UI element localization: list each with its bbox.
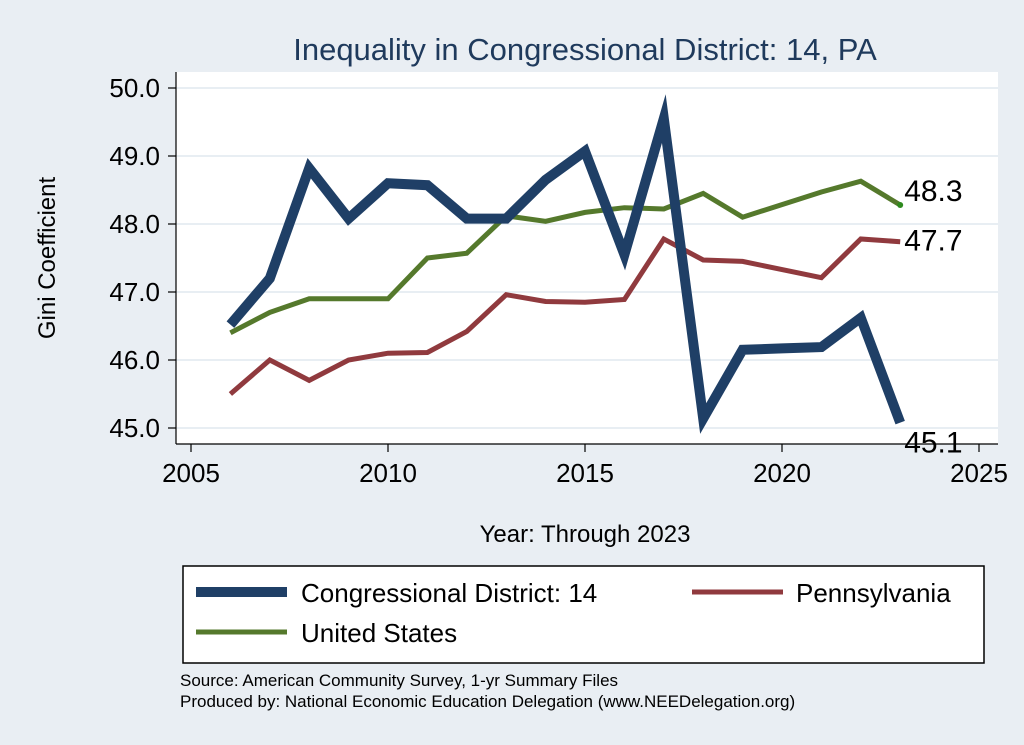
x-tick-label: 2025	[950, 458, 1008, 488]
end-value-label: 45.1	[904, 427, 962, 460]
plot-area	[176, 72, 998, 444]
legend-label: Congressional District: 14	[301, 578, 597, 608]
x-tick-label: 2015	[556, 458, 614, 488]
legend-box	[182, 565, 985, 664]
x-tick-label: 2005	[162, 458, 220, 488]
y-tick-label: 46.0	[109, 345, 160, 375]
axes: 45.0 46.0 47.0 48.0 49.0 50.0 2005 2010 2015 2020…	[109, 72, 1008, 488]
x-axis-label: Year: Through 2023	[480, 521, 691, 548]
end-value-label: 48.3	[904, 175, 962, 208]
series-line-2	[229, 178, 902, 336]
legend-items: Congressional District: 14 Pennsylvania Un…	[196, 578, 951, 648]
y-tick-label: 49.0	[109, 141, 160, 171]
series-line-1	[228, 235, 901, 396]
legend-label: United States	[301, 618, 457, 648]
y-tick-label: 48.0	[109, 209, 160, 239]
legend: Congressional District: 14 Pennsylvania Un…	[182, 565, 985, 664]
end-labels: 45.1 47.7 48.3	[904, 175, 962, 460]
y-tick-label: 45.0	[109, 413, 160, 443]
series-end-point	[897, 201, 904, 208]
y-tick-label: 50.0	[109, 73, 160, 103]
y-tick-label: 47.0	[109, 277, 160, 307]
source-line-1: Source: American Community Survey, 1-yr …	[180, 671, 618, 690]
source-line-2: Produced by: National Economic Education…	[180, 692, 795, 711]
x-tick-label: 2010	[359, 458, 417, 488]
chart-title: Inequality in Congressional District: 14…	[293, 32, 877, 67]
series-line-0	[226, 94, 905, 434]
x-tick-label: 2020	[753, 458, 811, 488]
y-axis-label: Gini Coefficient	[34, 177, 61, 340]
end-value-label: 47.7	[904, 225, 962, 258]
legend-label: Pennsylvania	[796, 578, 951, 608]
series-layer	[226, 94, 905, 434]
